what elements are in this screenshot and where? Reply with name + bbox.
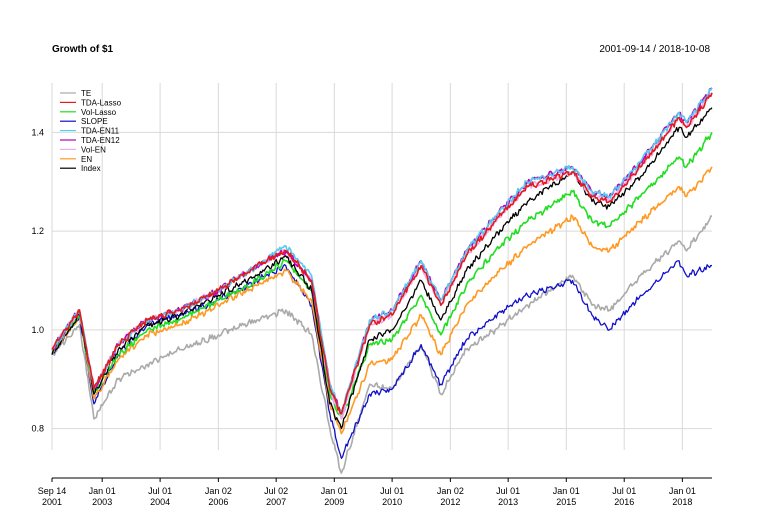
x-tick-year-label: 2013 (498, 497, 518, 507)
x-tick-year-label: 2001 (42, 497, 62, 507)
series-line-vol-lasso (51, 132, 713, 420)
y-tick-label: 0.8 (31, 424, 44, 434)
series-line-en (51, 166, 713, 435)
x-tick-label: Jan 02 (437, 486, 464, 496)
y-tick-label: 1.4 (31, 127, 44, 137)
legend-label: SLOPE (81, 117, 108, 126)
series-line-index (51, 107, 713, 430)
y-tick-label: 1.2 (31, 226, 44, 236)
chart-title: Growth of $1 (52, 44, 114, 55)
legend-label: TDA-EN12 (81, 136, 120, 145)
x-tick-year-label: 2009 (324, 497, 344, 507)
x-tick-year-label: 2003 (92, 497, 112, 507)
legend-label: Vol-Lasso (81, 108, 117, 117)
x-tick-label: Jul 01 (612, 486, 636, 496)
series-line-te (51, 215, 713, 474)
legend-label: TDA-EN11 (81, 127, 120, 136)
x-tick-year-label: 2006 (208, 497, 228, 507)
legend-label: TE (81, 89, 91, 98)
legend-label: Index (81, 164, 101, 173)
series-line-vol-en (51, 92, 713, 420)
x-tick-year-label: 2007 (266, 497, 286, 507)
legend-label: TDA-Lasso (81, 98, 122, 107)
legend-label: EN (81, 155, 92, 164)
x-tick-label: Jul 01 (380, 486, 404, 496)
grid (51, 83, 712, 450)
x-tick-label: Sep 14 (38, 486, 67, 496)
series-layer (51, 87, 713, 474)
x-tick-year-label: 2012 (440, 497, 460, 507)
date-range-label: 2001-09-14 / 2018-10-08 (599, 44, 710, 55)
x-tick-year-label: 2004 (150, 497, 170, 507)
x-tick-year-label: 2016 (614, 497, 634, 507)
x-tick-label: Jul 01 (148, 486, 172, 496)
series-line-tda-lasso (51, 92, 713, 415)
x-tick-year-label: 2015 (556, 497, 576, 507)
x-tick-label: Jan 02 (205, 486, 232, 496)
x-tick-label: Jul 01 (496, 486, 520, 496)
x-tick-year-label: 2018 (672, 497, 692, 507)
x-tick-label: Jan 01 (321, 486, 348, 496)
x-tick-year-label: 2010 (382, 497, 402, 507)
series-line-tda-en11 (51, 87, 713, 415)
x-tick-label: Jul 02 (264, 486, 288, 496)
x-tick-label: Jan 01 (553, 486, 580, 496)
x-tick-label: Jan 01 (669, 486, 696, 496)
legend-label: Vol-EN (81, 145, 106, 154)
y-tick-label: 1.0 (31, 325, 44, 335)
x-tick-label: Jan 01 (89, 486, 116, 496)
legend: TETDA-LassoVol-LassoSLOPETDA-EN11TDA-EN1… (60, 89, 122, 173)
series-line-tda-en12 (51, 87, 713, 415)
series-line-slope (51, 260, 713, 459)
